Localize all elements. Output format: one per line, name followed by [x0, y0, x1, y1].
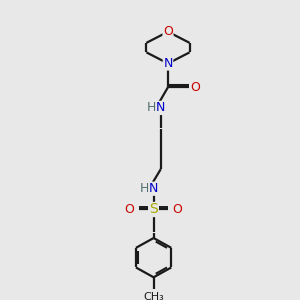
Text: N: N: [149, 182, 158, 195]
Text: N: N: [163, 57, 173, 70]
Text: H: H: [147, 101, 157, 114]
Text: CH₃: CH₃: [143, 292, 164, 300]
Text: O: O: [173, 203, 182, 216]
Text: S: S: [149, 202, 158, 217]
Text: N: N: [156, 101, 166, 114]
Text: O: O: [163, 25, 173, 38]
Text: O: O: [125, 203, 134, 216]
Text: H: H: [140, 182, 149, 195]
Text: O: O: [191, 81, 200, 94]
